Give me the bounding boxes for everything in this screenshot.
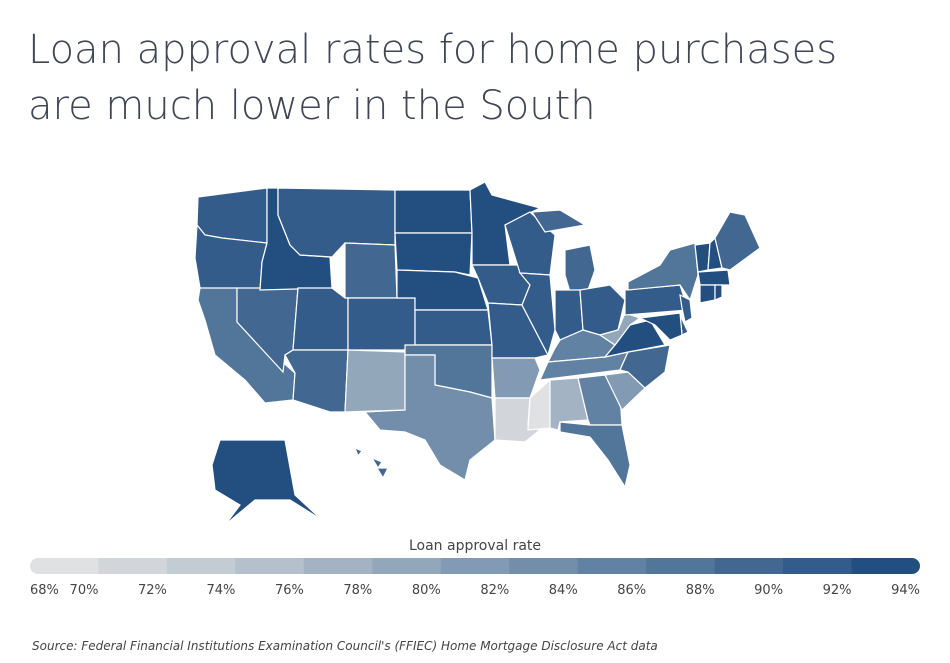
legend-swatch <box>98 558 168 574</box>
state <box>353 446 389 480</box>
state <box>518 272 556 357</box>
state <box>491 357 541 399</box>
legend-tick-label: 72% <box>138 583 167 598</box>
legend-tick-label: 68% <box>30 583 59 598</box>
state <box>394 232 473 276</box>
state <box>637 312 683 341</box>
state <box>363 354 496 481</box>
legend-swatch <box>235 558 305 574</box>
legend-tick-label: 82% <box>480 583 509 598</box>
state <box>196 187 268 244</box>
state <box>347 297 416 351</box>
state <box>699 284 716 304</box>
legend-tick-label: 88% <box>686 583 715 598</box>
state <box>714 284 723 301</box>
legend-title: Loan approval rate <box>409 538 541 554</box>
legend <box>30 558 920 574</box>
legend-swatch <box>303 558 373 574</box>
state <box>394 189 473 234</box>
legend-swatch <box>166 558 236 574</box>
state <box>344 349 406 413</box>
map <box>194 181 761 526</box>
legend-swatch <box>509 558 579 574</box>
state <box>714 211 761 271</box>
legend-swatch <box>372 558 442 574</box>
legend-swatch <box>646 558 716 574</box>
legend-swatch <box>783 558 853 574</box>
legend-tick-label: 80% <box>412 583 441 598</box>
legend-tick-label: 76% <box>275 583 304 598</box>
state <box>579 284 626 336</box>
legend-swatch <box>440 558 510 574</box>
legend-tick-label: 74% <box>206 583 235 598</box>
legend-tick-label: 92% <box>823 583 852 598</box>
state <box>344 242 398 299</box>
legend-tick-label: 84% <box>549 583 578 598</box>
legend-tick-label: 70% <box>70 583 99 598</box>
legend-tick-label: 78% <box>343 583 372 598</box>
state <box>559 421 631 489</box>
legend-swatch <box>30 558 99 574</box>
legend-swatch <box>714 558 784 574</box>
legend-tick-label: 94% <box>891 583 920 598</box>
legend-swatch <box>851 558 920 574</box>
state <box>211 439 323 526</box>
state <box>697 269 731 286</box>
chart-title: Loan approval rates for home purchases a… <box>28 27 838 129</box>
state <box>414 309 493 346</box>
legend-tick-label: 86% <box>617 583 646 598</box>
source: Source: Federal Financial Institutions E… <box>32 639 658 653</box>
state <box>292 287 349 351</box>
state <box>679 293 693 323</box>
legend-swatch <box>577 558 647 574</box>
legend-tick-label: 90% <box>754 583 783 598</box>
state <box>284 349 349 413</box>
